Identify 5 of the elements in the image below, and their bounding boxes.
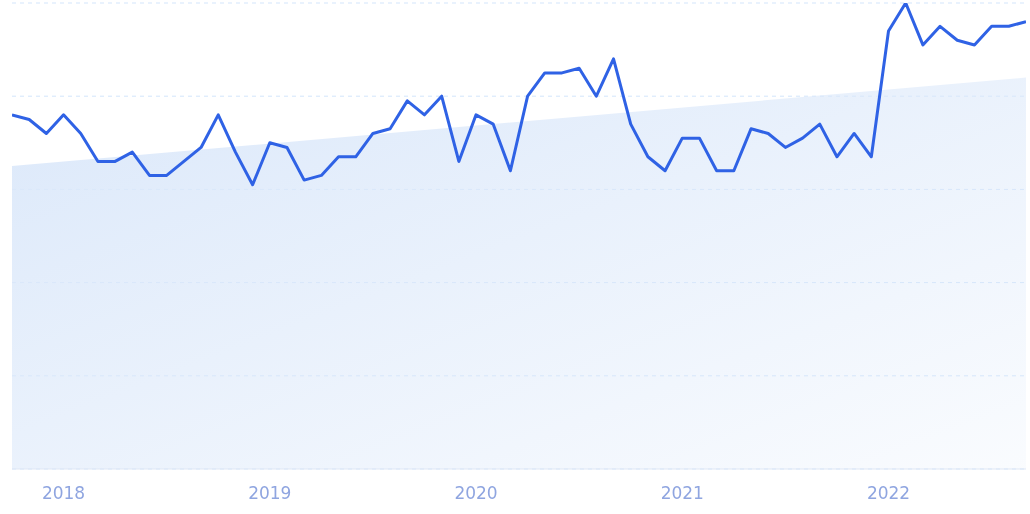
x-tick-label: 2022 [866,483,911,504]
x-tick-label: 2021 [660,483,704,504]
x-tick-label: 2020 [454,483,498,504]
x-tick-label: 2018 [41,483,86,504]
x-tick-label: 2019 [248,483,292,504]
